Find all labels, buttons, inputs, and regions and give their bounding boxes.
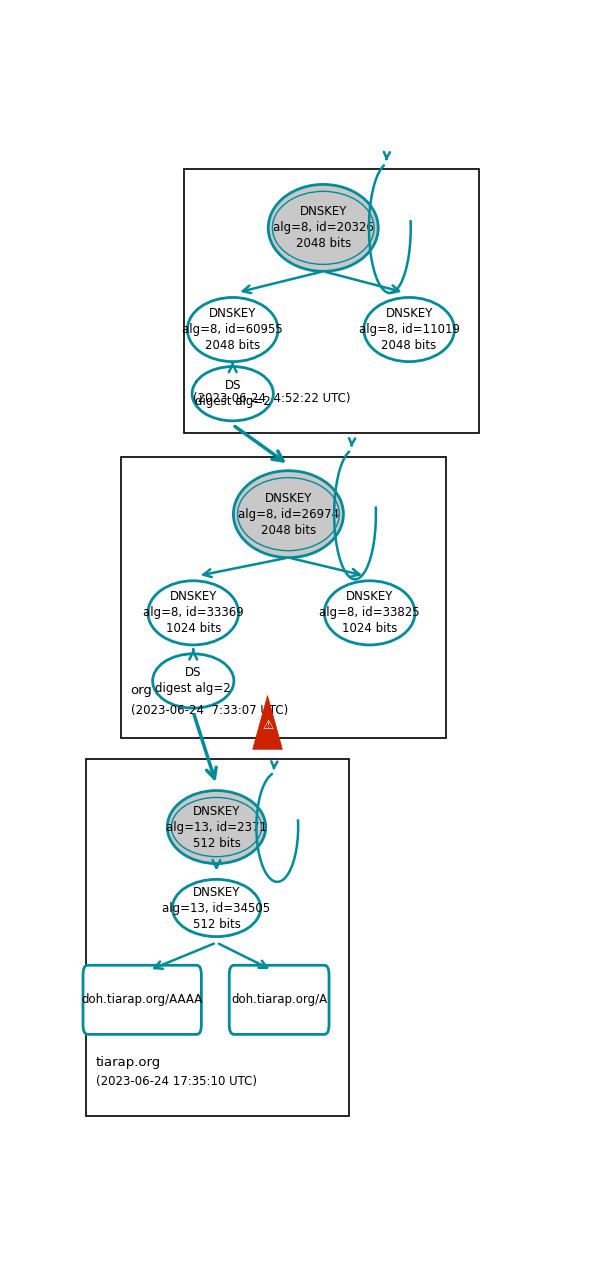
Ellipse shape: [187, 297, 278, 362]
Polygon shape: [253, 696, 282, 749]
Bar: [122, 456, 446, 738]
Ellipse shape: [153, 654, 234, 708]
Text: org: org: [131, 685, 153, 697]
Ellipse shape: [268, 185, 378, 272]
Text: (2023-06-24  7:33:07 UTC): (2023-06-24 7:33:07 UTC): [131, 704, 288, 717]
Text: tiarap.org: tiarap.org: [96, 1055, 161, 1068]
Text: DNSKEY
alg=8, id=33825
1024 bits: DNSKEY alg=8, id=33825 1024 bits: [319, 590, 420, 636]
Text: DNSKEY
alg=8, id=11019
2048 bits: DNSKEY alg=8, id=11019 2048 bits: [359, 308, 459, 353]
Ellipse shape: [192, 367, 273, 420]
Bar: [86, 759, 349, 1117]
Text: (2023-06-24  4:52:22 UTC): (2023-06-24 4:52:22 UTC): [193, 392, 351, 405]
Text: DNSKEY
alg=13, id=2371
512 bits: DNSKEY alg=13, id=2371 512 bits: [166, 805, 267, 850]
Text: DNSKEY
alg=8, id=20326
2048 bits: DNSKEY alg=8, id=20326 2048 bits: [273, 205, 374, 250]
Ellipse shape: [364, 297, 455, 362]
Text: (2023-06-24 17:35:10 UTC): (2023-06-24 17:35:10 UTC): [96, 1076, 257, 1088]
Ellipse shape: [234, 470, 343, 558]
FancyBboxPatch shape: [83, 965, 201, 1035]
Bar: [184, 169, 479, 433]
Ellipse shape: [148, 581, 238, 645]
Text: DS
digest alg=2: DS digest alg=2: [155, 667, 231, 695]
Text: DNSKEY
alg=8, id=33369
1024 bits: DNSKEY alg=8, id=33369 1024 bits: [143, 590, 244, 636]
Text: DNSKEY
alg=13, id=34505
512 bits: DNSKEY alg=13, id=34505 512 bits: [162, 886, 271, 931]
Text: .: .: [193, 372, 197, 386]
Text: DNSKEY
alg=8, id=60955
2048 bits: DNSKEY alg=8, id=60955 2048 bits: [182, 308, 283, 353]
Ellipse shape: [167, 791, 266, 864]
Text: DS
digest alg=2: DS digest alg=2: [195, 379, 271, 408]
Text: doh.tiarap.org/AAAA: doh.tiarap.org/AAAA: [81, 994, 203, 1006]
Ellipse shape: [325, 581, 415, 645]
Text: doh.tiarap.org/A: doh.tiarap.org/A: [231, 994, 327, 1006]
Text: ⚠: ⚠: [262, 719, 273, 732]
Text: DNSKEY
alg=8, id=26974
2048 bits: DNSKEY alg=8, id=26974 2048 bits: [238, 491, 339, 537]
Ellipse shape: [173, 879, 261, 937]
FancyBboxPatch shape: [229, 965, 329, 1035]
